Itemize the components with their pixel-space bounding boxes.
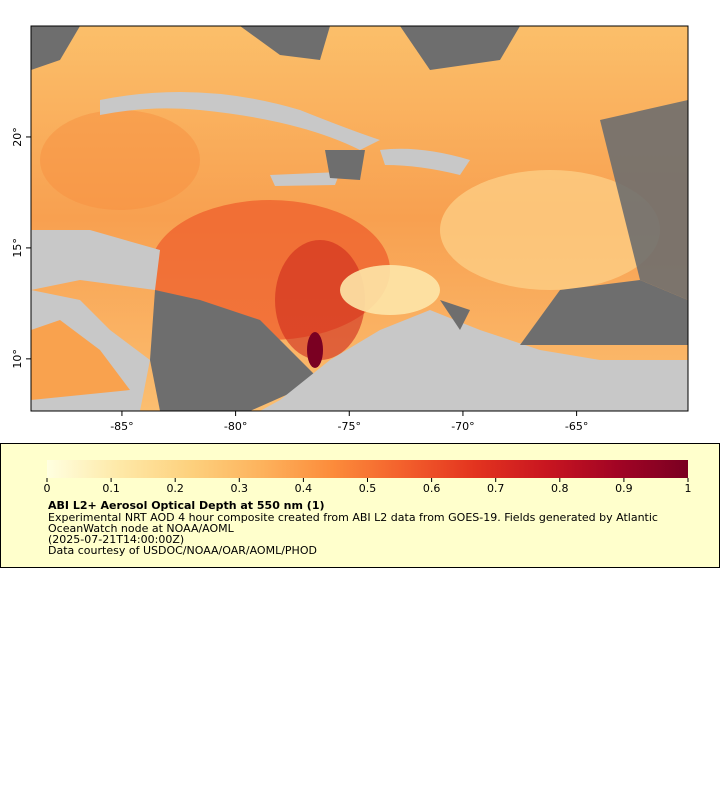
- x-tick-label: -75°: [338, 420, 361, 433]
- y-tick-label: 15°: [11, 238, 24, 258]
- colorbar: [47, 460, 688, 478]
- legend-time: (2025-07-21T14:00:00Z): [48, 533, 184, 546]
- x-tick-label: -80°: [224, 420, 247, 433]
- y-tick-label: 10°: [11, 349, 24, 369]
- legend-credit: Data courtesy of USDOC/NOAA/OAR/AOML/PHO…: [48, 544, 317, 557]
- x-tick-label: -65°: [565, 420, 588, 433]
- colorbar-tick-label: 0.3: [231, 482, 249, 495]
- colorbar-tick-label: 0.5: [359, 482, 377, 495]
- legend-description: OceanWatch node at NOAA/AOML: [48, 522, 235, 535]
- colorbar-tick-label: 0.1: [102, 482, 120, 495]
- colorbar-tick-label: 0.6: [423, 482, 441, 495]
- x-tick-label: -85°: [110, 420, 133, 433]
- legend-description: Experimental NRT AOD 4 hour composite cr…: [48, 511, 658, 524]
- y-tick-label: 20°: [11, 127, 24, 147]
- colorbar-tick-label: 1: [685, 482, 692, 495]
- colorbar-tick-label: 0.9: [615, 482, 633, 495]
- colorbar-tick-label: 0.2: [166, 482, 184, 495]
- colorbar-tick-label: 0.8: [551, 482, 569, 495]
- map-frame: [30, 25, 689, 412]
- legend-title: ABI L2+ Aerosol Optical Depth at 550 nm …: [48, 499, 325, 512]
- colorbar-tick-label: 0: [44, 482, 51, 495]
- x-tick-label: -70°: [451, 420, 474, 433]
- map-image: [31, 26, 688, 411]
- colorbar-tick-label: 0.4: [295, 482, 313, 495]
- colorbar-tick-label: 0.7: [487, 482, 505, 495]
